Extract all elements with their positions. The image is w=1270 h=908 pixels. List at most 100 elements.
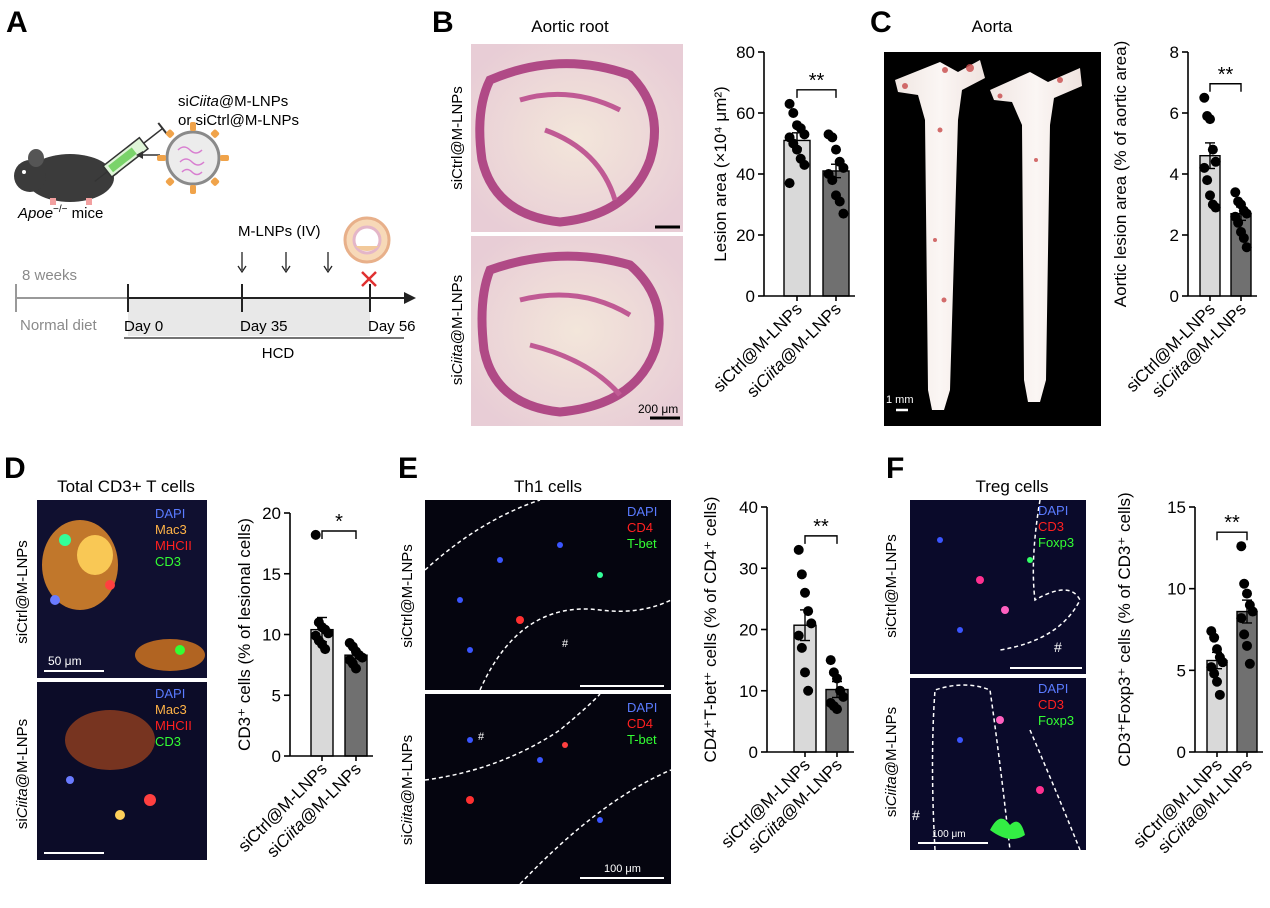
data-point [1209,632,1220,643]
data-point [1205,190,1215,201]
significance-stars: ** [1218,64,1234,86]
row-label-f-ctrl: siCtrl@M-LNPs [883,534,900,638]
y-axis-label: CD4⁺T-bet⁺ cells (% of CD4⁺ cells) [701,497,720,763]
y-tick-label: 20 [736,226,755,245]
hcd-label: HCD [262,345,295,362]
if-image-d-bottom-cells [65,710,156,820]
y-tick-label: 0 [746,287,755,306]
hash-mark-f2: # [912,807,920,823]
vessel-cross-section-icon [343,216,391,264]
svg-text:MHCII: MHCII [155,538,192,553]
y-tick-label: 15 [262,565,281,584]
panel-a: A Apoe−/− mice [6,6,416,362]
lesion-spots [902,64,1063,303]
row-label-d-ciita: siCiita@M-LNPs [14,719,31,829]
panel-letter-d: D [4,452,26,485]
if-image-e-top-cells [457,542,603,653]
svg-text:T-bet: T-bet [627,732,657,747]
svg-text:CD3: CD3 [1038,697,1064,712]
data-point [1236,541,1247,552]
y-tick-label: 5 [1177,661,1186,680]
y-tick-label: 60 [736,104,755,123]
data-point [796,642,807,653]
treatment-line1: siCiita@M-LNPs [178,93,288,110]
data-point [1205,114,1215,125]
y-tick-label: 5 [272,686,281,705]
data-point [799,159,810,170]
border-line [424,693,601,781]
significance-stars: ** [809,70,825,92]
data-point [1239,629,1250,640]
data-point [838,691,849,702]
treatment-line2: or siCtrl@M-LNPs [178,112,299,129]
border-line [424,499,541,571]
data-point [1212,676,1222,687]
data-point [1207,144,1218,155]
channel-legend-d-top: DAPI Mac3 MHCII CD3 [155,506,192,569]
y-tick-label: 10 [739,682,758,701]
data-point [310,529,321,540]
data-point [1241,242,1252,253]
row-label-b-ciita: siCiita@M-LNPs [449,275,466,385]
aorta-ciita [990,68,1082,402]
y-tick-label: 15 [1167,498,1186,517]
svg-text:Mac3: Mac3 [155,522,187,537]
data-point [793,630,804,641]
aorta-image [884,52,1101,426]
y-axis-label: Aortic lesion area (% of aortic area) [1111,41,1130,307]
syringe-icon [94,122,168,182]
svg-text:DAPI: DAPI [1038,503,1068,518]
scale-bar-f: 100 μm [932,829,966,840]
timeline-arrowhead [404,292,416,304]
y-tick-label: 4 [1170,165,1179,184]
y-tick-label: 8 [1170,43,1179,62]
hash-mark-e: # [562,638,569,650]
data-point [832,673,842,684]
day56-label: Day 56 [368,318,416,335]
svg-text:DAPI: DAPI [155,686,185,701]
data-point [827,175,838,186]
data-point [1202,175,1213,186]
significance-bracket [1209,83,1242,92]
data-point [1209,668,1220,679]
panel-letter-c: C [870,6,892,39]
data-point [834,196,845,207]
if-image-f-top [910,500,1086,674]
injection-label: M-LNPs (IV) [238,223,321,240]
data-point [351,663,361,674]
svg-text:DAPI: DAPI [627,700,657,715]
significance-stars: * [335,511,343,533]
he-image-top [471,44,683,232]
data-point [838,162,849,173]
svg-text:CD3: CD3 [1038,519,1064,534]
injection-arrows [237,252,333,274]
chart-f: 0 5 10 15 CD3⁺Foxp3⁺ cells (% of CD3⁺ cells)… [1115,492,1263,857]
data-point [1241,208,1252,219]
panel-e: E Th1 cells # DAPI CD4 T-bet # DAPI CD4 … [398,452,672,885]
y-tick-label: 40 [736,165,755,184]
panel-letter-b: B [432,6,454,39]
svg-text:Foxp3: Foxp3 [1038,713,1074,728]
data-point [832,704,842,715]
y-tick-label: 30 [739,559,758,578]
data-point [827,132,838,143]
hash-mark-e2: # [478,731,485,743]
significance-bracket [1216,531,1248,541]
data-point [784,178,795,189]
data-point [1233,217,1244,228]
data-point [825,655,836,666]
data-point [806,618,817,629]
channel-legend-e-top: DAPI CD4 T-bet [627,504,657,551]
panel-letter-f: F [886,452,904,485]
y-tick-label: 0 [1177,743,1186,762]
panel-b: B Aortic root 200 μm siCtrl@M-LNPs siCii… [432,6,683,426]
significance-stars: ** [1224,512,1240,534]
panel-f: F Treg cells # DAPI CD3 Foxp3 # DAPI CD3… [883,452,1086,851]
data-point [1244,658,1255,669]
image-title-c: Aorta [972,17,1013,36]
y-tick-label: 0 [272,747,281,766]
border-line [1029,729,1081,851]
data-point [800,587,810,598]
chart-d: 0 5 10 15 20 CD3⁺ cells (% of lesional cells)… [234,504,373,861]
